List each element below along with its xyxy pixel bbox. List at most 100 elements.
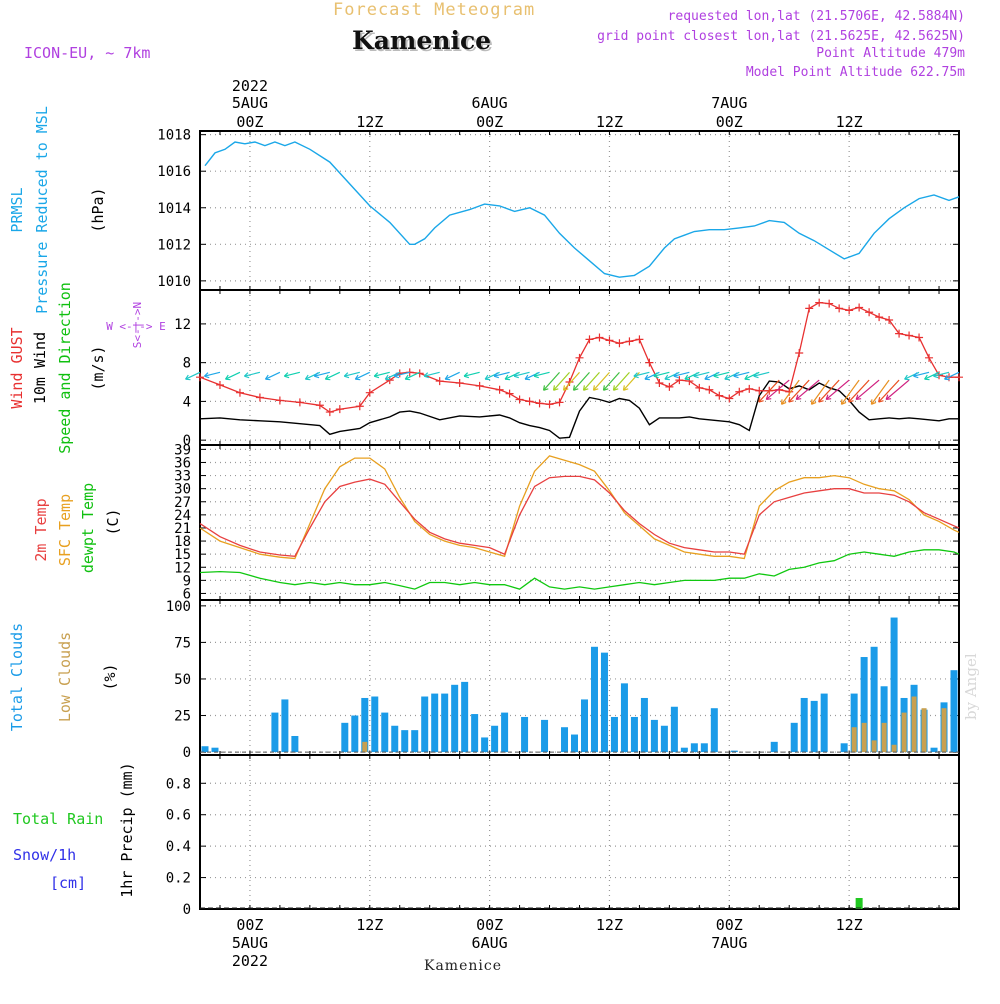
wind-arrow — [563, 371, 580, 391]
wind-arrow-head — [423, 372, 430, 379]
x-tick-label-top: 12Z — [596, 113, 623, 131]
wind-arrow — [463, 371, 480, 377]
total-cloud-bar — [391, 725, 399, 753]
x-tick-label-bottom: 00Z — [236, 916, 263, 934]
total-cloud-bar — [211, 747, 219, 753]
wind-arrow — [204, 371, 221, 377]
wind-arrow — [394, 371, 410, 377]
y-tick-label: 6 — [183, 586, 191, 602]
total-cloud-bar — [491, 725, 499, 753]
gust-marker — [615, 339, 624, 348]
compass-ns-label: S<-|->N — [131, 302, 144, 348]
panel-frame — [199, 754, 960, 910]
y-tick-label: 0.6 — [166, 808, 191, 824]
total-cloud-bar — [371, 696, 379, 753]
wind-arrow — [284, 371, 301, 377]
gust-marker — [365, 388, 374, 397]
wind-arrow-head — [204, 372, 210, 379]
dewpoint-label: dewpt Temp — [79, 483, 97, 573]
gust-marker — [805, 304, 814, 313]
gust-marker — [645, 358, 654, 367]
wind-arrow-head — [704, 374, 710, 381]
wind-arrow — [811, 379, 830, 405]
wind-arrow — [424, 371, 440, 377]
wind-arrow-head — [384, 374, 391, 381]
total-cloud-bar — [471, 714, 479, 753]
gust-marker — [405, 368, 414, 377]
wind-arrow — [583, 371, 600, 391]
y-tick-label: 12 — [174, 317, 191, 333]
y-tick-label: 100 — [166, 599, 191, 615]
low-cloud-bar — [901, 712, 907, 753]
wind-arrow-head — [765, 394, 772, 401]
wind-arrow — [325, 371, 341, 380]
total-cloud-bar — [461, 681, 469, 753]
gust-marker — [745, 384, 754, 393]
x-tick-label-top: 12Z — [836, 113, 863, 131]
low-cloud-bar — [911, 696, 917, 753]
wind-arrow — [355, 371, 371, 380]
gust-marker — [665, 382, 674, 391]
total-cloud-bar — [890, 617, 898, 753]
wind-arrow-head — [870, 399, 877, 405]
wind-arrow-head — [788, 397, 794, 403]
wind-arrow-head — [493, 372, 500, 379]
wind-arrow — [374, 371, 390, 377]
wind-arrow-head — [733, 372, 739, 379]
x-year-label-top: 2022 — [232, 77, 268, 95]
gust-marker — [565, 378, 574, 387]
total-cloud-bar — [281, 699, 289, 753]
wind-arrow — [653, 371, 670, 377]
low-cloud-bar — [851, 727, 857, 753]
y-tick-label: 15 — [174, 547, 191, 563]
total-cloud-bar — [521, 716, 529, 753]
snow-unit-label: [cm] — [50, 874, 86, 892]
wind-arrow-head — [693, 372, 699, 379]
y-tick-label: 1012 — [157, 237, 191, 253]
wind-arrow — [404, 371, 420, 380]
x-tick-label-bottom: 00Z — [476, 916, 503, 934]
low-cloud-bar — [881, 722, 887, 753]
y-tick-label: 25 — [174, 709, 191, 725]
wind-arrow-head — [780, 399, 787, 405]
y-tick-label: 75 — [174, 635, 191, 651]
x-tick-label-bottom: 12Z — [356, 916, 383, 934]
wind-arrow-head — [664, 374, 670, 381]
x-year-label-bottom: 2022 — [232, 952, 268, 970]
panel-frame — [199, 130, 960, 291]
wind-arrow-head — [264, 374, 271, 381]
x-date-label-top: 7AUG — [711, 94, 747, 112]
gust-marker — [695, 383, 704, 392]
y-tick-label: 0 — [183, 433, 191, 449]
gust-marker — [325, 408, 334, 417]
wind-arrow-head — [354, 374, 361, 381]
x-tick-label-top: 12Z — [356, 113, 383, 131]
compass-we-label: W <-|-> E — [106, 320, 166, 333]
gust-marker — [775, 385, 784, 394]
gust-marker — [355, 402, 364, 411]
x-date-label-top: 5AUG — [232, 94, 268, 112]
y-tick-label: 4 — [183, 394, 191, 410]
x-date-label-bottom: 5AUG — [232, 934, 268, 952]
y-tick-label: 27 — [174, 495, 191, 511]
total-cloud-bar — [660, 725, 668, 753]
wind-arrow — [713, 371, 730, 377]
low-cloud-bar — [891, 744, 897, 753]
wind-arrow-head — [744, 374, 750, 381]
low-cloud-bar — [861, 722, 867, 753]
wind-arrow-head — [283, 372, 290, 379]
y-tick-label: 33 — [174, 469, 191, 485]
total-cloud-bar — [710, 708, 718, 753]
wind-arrow-head — [542, 385, 549, 391]
gust-marker — [725, 394, 734, 403]
wind-arrow — [603, 371, 620, 391]
total-cloud-bar — [421, 696, 429, 753]
total-cloud-bar — [351, 715, 359, 753]
wind-arrow-head — [944, 374, 950, 381]
total-cloud-bar — [341, 722, 349, 753]
wind-arrow — [840, 379, 860, 405]
wind-arrow — [543, 371, 560, 391]
y-tick-label: 0.8 — [166, 776, 191, 792]
